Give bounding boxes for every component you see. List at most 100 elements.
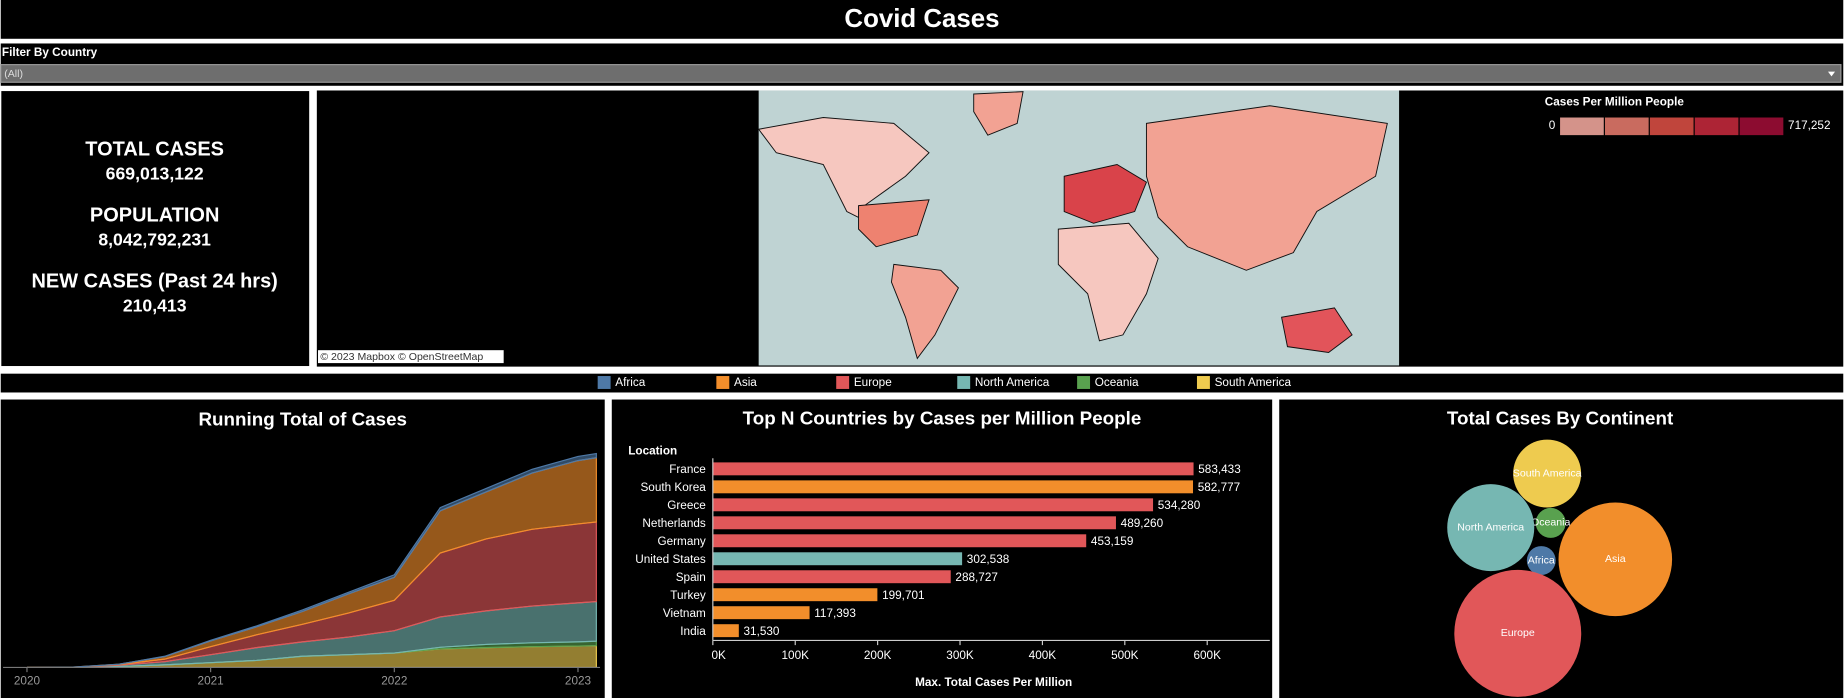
filter-dropdown[interactable] — [0, 64, 1842, 83]
map-legend-min: 0 — [1549, 119, 1556, 132]
chart-title: Total Cases By Continent — [1447, 407, 1674, 428]
map-attribution: © 2023 Mapbox © OpenStreetMap — [320, 351, 483, 363]
y-tick-label: Greece — [667, 499, 706, 512]
chart-title: Running Total of Cases — [198, 409, 407, 430]
kpi-value: 210,413 — [123, 295, 187, 315]
x-tick-label: 2023 — [565, 675, 592, 688]
map-legend-max: 717,252 — [1788, 119, 1830, 132]
y-tick-label: Turkey — [670, 589, 706, 602]
legend-row — [0, 373, 1844, 393]
bar — [712, 462, 1194, 476]
map-legend-title: Cases Per Million People — [1545, 95, 1685, 108]
bar — [712, 552, 963, 566]
dashboard-title: Covid Cases — [844, 5, 999, 33]
x-tick-label: 2020 — [14, 675, 41, 688]
value-label: 31,530 — [744, 625, 780, 638]
x-tick-label: 0K — [712, 649, 727, 662]
bubble-label: Europe — [1501, 627, 1535, 639]
value-label: 288,727 — [955, 571, 997, 584]
map-europe — [1063, 164, 1148, 224]
map-legend-step — [1649, 117, 1694, 136]
map-attribution-box — [318, 350, 504, 364]
y-tick-label: Vietnam — [663, 607, 706, 620]
legend-swatch — [957, 376, 971, 389]
filter-value[interactable]: (All) — [4, 68, 23, 80]
value-label: 489,260 — [1121, 517, 1164, 530]
map-legend-step — [1560, 117, 1604, 136]
y-tick-label: South Korea — [640, 481, 706, 494]
bubble-label: Oceania — [1531, 517, 1570, 529]
legend-swatch — [716, 376, 730, 389]
x-axis-title: Max. Total Cases Per Million — [915, 676, 1072, 689]
bar — [712, 588, 878, 602]
kpi-value: 8,042,792,231 — [98, 230, 211, 250]
value-label: 534,280 — [1158, 499, 1201, 512]
map-asia — [1145, 105, 1388, 271]
x-tick-label: 100K — [782, 649, 810, 662]
legend-label: Africa — [615, 376, 645, 389]
bar — [712, 534, 1087, 548]
legend-swatch — [836, 376, 850, 389]
legend-swatch — [1077, 376, 1091, 389]
map-australia — [1281, 307, 1353, 354]
bubble-label: North America — [1457, 521, 1524, 533]
y-tick-label: Netherlands — [642, 517, 705, 530]
bubble-label: South America — [1513, 467, 1582, 479]
kpi-label: TOTAL CASES — [85, 139, 224, 161]
bubble — [1526, 546, 1556, 575]
map-legend-step — [1604, 117, 1649, 136]
bubble — [1513, 439, 1582, 508]
value-label: 583,433 — [1198, 463, 1241, 476]
legend-label: Asia — [734, 376, 757, 389]
y-tick-label: Germany — [657, 535, 705, 548]
value-label: 302,538 — [967, 553, 1010, 566]
bubble — [1447, 484, 1535, 572]
legend-label: South America — [1215, 376, 1292, 389]
x-tick-label: 2021 — [198, 675, 224, 688]
value-label: 453,159 — [1091, 535, 1133, 548]
legend-label: North America — [975, 376, 1050, 389]
x-tick-label: 600K — [1193, 649, 1221, 662]
bubble-label: Asia — [1605, 553, 1626, 565]
bar — [712, 480, 1194, 494]
x-tick-label: 200K — [864, 649, 892, 662]
map-south-america — [890, 263, 959, 360]
bubble — [1535, 507, 1566, 538]
bar — [712, 498, 1154, 512]
legend-label: Europe — [854, 376, 892, 389]
bar-panel — [611, 399, 1273, 698]
chart-title: Top N Countries by Cases per Million Peo… — [743, 407, 1142, 428]
kpi-panel — [0, 89, 311, 368]
map-africa — [1057, 222, 1159, 342]
y-tick-label: India — [680, 625, 706, 638]
x-tick-label: 300K — [946, 649, 974, 662]
bar — [712, 606, 810, 620]
dropdown-arrow[interactable] — [1827, 71, 1836, 77]
x-tick-label: 2022 — [381, 675, 407, 688]
value-label: 117,393 — [814, 607, 856, 620]
y-tick-label: United States — [635, 553, 706, 566]
map-legend-step — [1694, 117, 1739, 136]
filter-label: Filter By Country — [2, 46, 98, 59]
bar — [712, 516, 1116, 530]
legend-swatch — [1196, 376, 1210, 389]
bubble — [1454, 569, 1582, 697]
map — [757, 90, 1400, 366]
bar — [712, 570, 951, 584]
bubble — [1558, 502, 1673, 617]
bubble-label: Africa — [1528, 554, 1555, 566]
value-label: 582,777 — [1198, 481, 1240, 494]
kpi-label: NEW CASES (Past 24 hrs) — [31, 270, 277, 292]
y-tick-label: Spain — [676, 571, 706, 584]
y-tick-label: France — [669, 463, 706, 476]
x-tick-label: 400K — [1029, 649, 1057, 662]
kpi-label: POPULATION — [90, 204, 219, 226]
bar — [712, 624, 739, 638]
kpi-value: 669,013,122 — [106, 164, 204, 184]
map-usa — [858, 199, 930, 248]
map-greenland — [973, 91, 1024, 136]
legend-label: Oceania — [1095, 376, 1139, 389]
value-label: 199,701 — [882, 589, 924, 602]
